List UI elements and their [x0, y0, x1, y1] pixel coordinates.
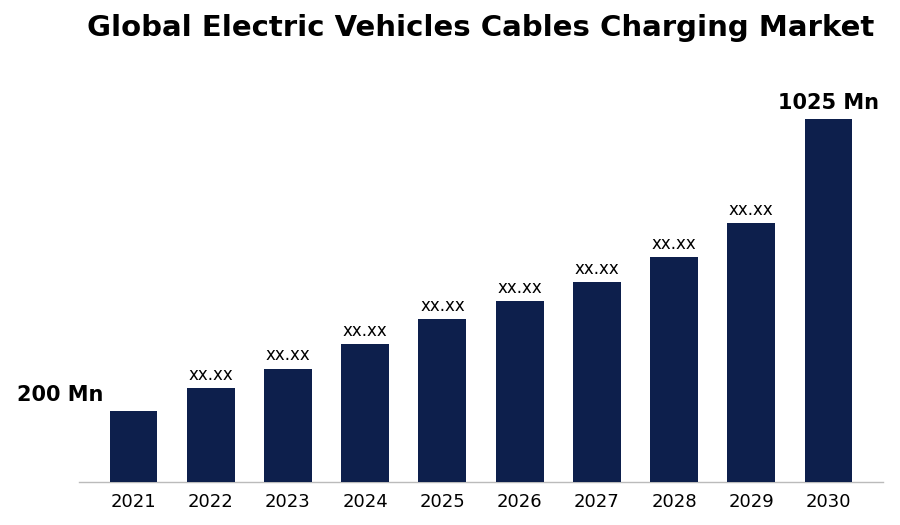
- Text: xx.xx: xx.xx: [420, 297, 464, 314]
- Bar: [110, 411, 158, 482]
- Text: 200 Mn: 200 Mn: [17, 385, 104, 405]
- Text: 1025 Mn: 1025 Mn: [778, 93, 879, 113]
- Bar: [264, 369, 312, 482]
- Bar: [418, 319, 466, 482]
- Text: xx.xx: xx.xx: [266, 346, 310, 364]
- Bar: [341, 344, 389, 482]
- Text: xx.xx: xx.xx: [574, 259, 619, 278]
- Bar: [805, 119, 852, 482]
- Title: Global Electric Vehicles Cables Charging Market: Global Electric Vehicles Cables Charging…: [87, 14, 875, 42]
- Bar: [650, 257, 698, 482]
- Bar: [187, 388, 235, 482]
- Bar: [496, 301, 544, 482]
- Bar: [727, 223, 775, 482]
- Text: xx.xx: xx.xx: [652, 235, 697, 253]
- Text: xx.xx: xx.xx: [188, 366, 233, 384]
- Text: xx.xx: xx.xx: [729, 201, 774, 219]
- Text: xx.xx: xx.xx: [498, 279, 542, 297]
- Bar: [573, 282, 621, 482]
- Text: xx.xx: xx.xx: [343, 321, 388, 340]
